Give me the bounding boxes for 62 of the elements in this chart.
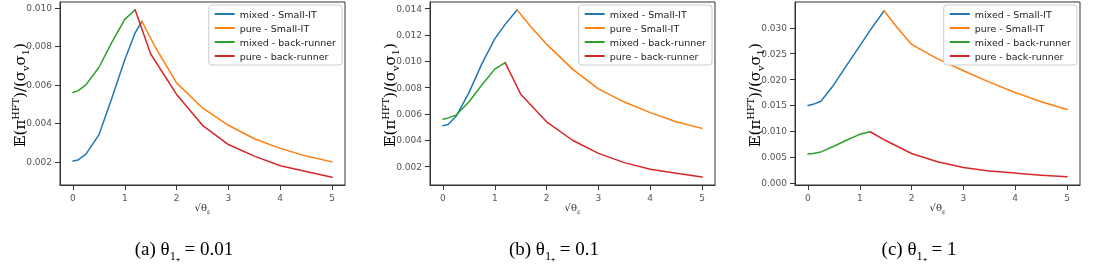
y-tick-label: 0.004 xyxy=(26,118,53,129)
x-tick-label: 3 xyxy=(960,192,967,203)
line-series xyxy=(504,61,703,178)
legend-label: mixed - back-runner xyxy=(974,36,1072,48)
x-axis-title: √θ$_{ε}$ xyxy=(928,202,947,216)
legend-label: pure - Small-IT xyxy=(239,22,310,34)
legend-label: mixed - Small-IT xyxy=(974,8,1052,20)
legend-label: mixed - back-runner xyxy=(239,36,337,48)
x-tick-label: 5 xyxy=(699,192,705,203)
line-series xyxy=(72,8,136,94)
x-tick-label: 4 xyxy=(277,192,284,203)
x-tick-label: 0 xyxy=(70,192,77,203)
text: (c) θ$_{1₊}$ = 1 xyxy=(880,238,958,264)
line-series xyxy=(807,131,871,155)
y-tick-label: 0.030 xyxy=(761,22,788,33)
y-tick-label: 0.002 xyxy=(26,156,52,167)
legend-label: pure - back-runner xyxy=(239,50,329,62)
x-tick-label: 1 xyxy=(856,192,863,203)
legend-label: pure - Small-IT xyxy=(609,22,680,34)
legend-label: pure - back-runner xyxy=(609,50,699,62)
y-tick-label: 0.005 xyxy=(761,152,787,163)
x-tick-label: 0 xyxy=(440,192,447,203)
y-tick-label: 0.010 xyxy=(396,56,423,67)
legend-label: mixed - Small-IT xyxy=(239,8,317,20)
y-tick-label: 0.015 xyxy=(761,100,787,111)
x-tick-label: 5 xyxy=(1064,192,1070,203)
x-tick-label: 4 xyxy=(1012,192,1019,203)
x-tick-label: 5 xyxy=(329,192,335,203)
line-series xyxy=(442,9,518,127)
legend-label: mixed - Small-IT xyxy=(609,8,687,20)
line-series xyxy=(807,10,885,107)
y-tick-label: 0.025 xyxy=(761,48,787,59)
x-tick-label: 4 xyxy=(647,192,654,203)
y-tick-label: 0.006 xyxy=(26,79,53,90)
y-tick-label: 0.002 xyxy=(396,161,422,172)
legend-label: pure - back-runner xyxy=(974,50,1064,62)
y-tick-label: 0.020 xyxy=(761,74,788,85)
x-tick-label: 1 xyxy=(121,192,128,203)
y-tick-label: 0.000 xyxy=(761,177,788,188)
y-tick-label: 0.008 xyxy=(396,82,423,93)
x-tick-label: 2 xyxy=(173,192,180,203)
x-tick-label: 0 xyxy=(805,192,812,203)
legend-label: pure - Small-IT xyxy=(974,22,1045,34)
line-series xyxy=(869,131,1068,178)
y-tick-label: 0.004 xyxy=(396,135,423,146)
x-tick-label: 1 xyxy=(491,192,498,203)
text: (b) θ$_{1₊}$ = 0.1 xyxy=(507,238,601,264)
x-tick-label: 2 xyxy=(543,192,550,203)
text: (a) θ$_{1₊}$ = 0.01 xyxy=(133,238,235,264)
legend-label: mixed - back-runner xyxy=(609,36,707,48)
x-tick-label: 2 xyxy=(908,192,915,203)
y-tick-label: 0.014 xyxy=(396,3,423,14)
y-tick-label: 0.010 xyxy=(26,2,53,13)
y-tick-label: 0.006 xyxy=(396,108,423,119)
x-tick-label: 3 xyxy=(225,192,232,203)
x-axis-title: √θ$_{ε}$ xyxy=(193,202,212,216)
line-series xyxy=(442,61,506,120)
x-axis-title: √θ$_{ε}$ xyxy=(563,202,582,216)
x-tick-label: 3 xyxy=(595,192,602,203)
y-tick-label: 0.010 xyxy=(761,126,788,137)
line-series xyxy=(72,20,143,162)
y-tick-label: 0.012 xyxy=(396,29,422,40)
